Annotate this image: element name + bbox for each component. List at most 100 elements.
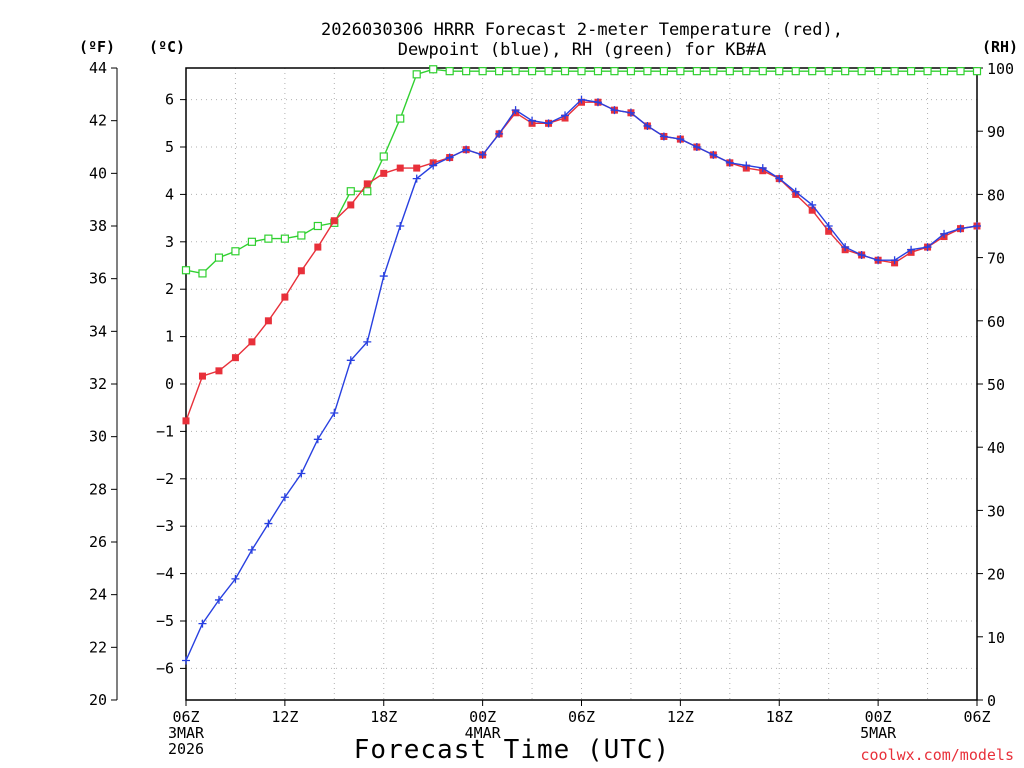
dewpoint-point — [791, 187, 800, 196]
dewpoint-point — [231, 574, 240, 583]
celsius-tick-label: 2 — [165, 280, 174, 298]
rh-point — [791, 67, 800, 76]
dewpoint-point — [923, 243, 932, 252]
rh-point — [972, 67, 982, 76]
x-tick-label: 06Z — [172, 708, 199, 726]
dewpoint-point — [247, 545, 256, 554]
rh-tick-label: 10 — [987, 629, 1005, 647]
temperature-point — [808, 206, 816, 214]
x-tick-label: 5MAR — [860, 724, 897, 742]
dewpoint-point — [676, 135, 685, 144]
x-tick-label: 2026 — [168, 740, 204, 758]
rh-point — [643, 67, 652, 76]
dewpoint-point — [610, 106, 619, 115]
dewpoint-point — [577, 95, 586, 104]
celsius-tick-label: 6 — [165, 91, 174, 109]
x-tick-label: 00Z — [469, 708, 496, 726]
dewpoint-point — [182, 656, 190, 665]
dewpoint-point — [544, 119, 553, 128]
x-tick-label: 06Z — [568, 708, 595, 726]
fahrenheit-tick-label: 24 — [89, 586, 107, 604]
celsius-tick-label: 4 — [165, 185, 174, 203]
rh-tick-label: 80 — [987, 186, 1005, 204]
rh-tick-label: 30 — [987, 502, 1005, 520]
celsius-tick-label: −5 — [156, 612, 174, 630]
fahrenheit-tick-label: 26 — [89, 533, 107, 551]
rh-point — [280, 234, 289, 243]
rh-point — [346, 187, 355, 196]
dewpoint-point — [626, 108, 635, 117]
celsius-tick-label: 1 — [165, 328, 174, 346]
dewpoint-point — [330, 408, 339, 417]
plot-grid — [186, 68, 977, 700]
dewpoint-point — [890, 256, 899, 265]
x-tick-label: 12Z — [271, 708, 298, 726]
plot-axes: 20222426283032343638404244−6−5−4−3−2−101… — [89, 59, 1014, 758]
fahrenheit-tick-label: 38 — [89, 217, 107, 235]
rh-point — [363, 187, 372, 196]
celsius-tick-label: −3 — [156, 517, 174, 535]
rh-tick-label: 20 — [987, 566, 1005, 584]
rh-point — [297, 231, 306, 240]
dewpoint-point — [742, 161, 751, 170]
dewpoint-point — [709, 150, 718, 159]
credit-text: coolwx.com/models — [860, 746, 1014, 764]
rh-point — [231, 247, 240, 256]
dewpoint-point — [429, 161, 438, 170]
dewpoint-point — [264, 519, 273, 528]
fahrenheit-tick-label: 32 — [89, 375, 107, 393]
rh-point — [445, 67, 454, 76]
temperature-point — [231, 354, 239, 362]
x-tick-label: 06Z — [963, 708, 990, 726]
temperature-point — [363, 180, 371, 188]
rh-point — [956, 67, 965, 76]
rh-point — [824, 67, 833, 76]
rh-point — [939, 67, 949, 76]
dewpoint-point — [824, 222, 833, 231]
temperature-point — [413, 164, 421, 172]
dewpoint-point — [973, 222, 981, 231]
rh-point — [560, 67, 570, 76]
rh-point — [709, 67, 718, 76]
x-tick-label: 18Z — [766, 708, 793, 726]
rh-point — [379, 152, 388, 161]
x-tick-label: 00Z — [865, 708, 892, 726]
chart-title-line-2: Dewpoint (blue), RH (green) for KB#A — [398, 40, 766, 60]
rh-tick-label: 70 — [987, 250, 1005, 268]
rh-point — [396, 114, 405, 123]
temperature-point — [297, 267, 305, 275]
celsius-tick-label: −1 — [156, 422, 174, 440]
dewpoint-point — [593, 98, 602, 107]
dewpoint-point — [297, 469, 306, 478]
rh-point — [626, 67, 636, 76]
rh-point — [527, 67, 537, 76]
dewpoint-point — [659, 132, 668, 141]
dewpoint-point — [214, 595, 223, 604]
rh-point — [214, 253, 224, 262]
fahrenheit-tick-label: 44 — [89, 59, 107, 77]
rh-tick-label: 100 — [987, 60, 1014, 78]
dewpoint-point — [725, 158, 734, 167]
rh-point — [874, 67, 883, 76]
x-axis-label: Forecast Time (UTC) — [354, 735, 670, 765]
temperature-point — [380, 169, 388, 177]
celsius-tick-label: −6 — [156, 659, 174, 677]
dewpoint-point — [775, 174, 784, 183]
rh-point — [923, 67, 932, 76]
rh-point — [841, 67, 850, 76]
fahrenheit-tick-label: 20 — [89, 691, 107, 709]
fahrenheit-tick-label: 34 — [89, 322, 107, 340]
fahrenheit-tick-label: 36 — [89, 270, 107, 288]
dewpoint-point — [495, 129, 504, 138]
dewpoint-point — [313, 435, 322, 444]
x-tick-label: 3MAR — [168, 724, 205, 742]
rh-point — [758, 67, 767, 76]
rh-point — [906, 67, 916, 76]
dewpoint-point — [758, 164, 767, 173]
fahrenheit-unit-label: (ºF) — [79, 38, 115, 56]
fahrenheit-tick-label: 22 — [89, 638, 107, 656]
rh-point — [544, 67, 553, 76]
rh-point — [181, 266, 191, 275]
fahrenheit-tick-label: 40 — [89, 164, 107, 182]
temperature-point — [347, 201, 355, 209]
